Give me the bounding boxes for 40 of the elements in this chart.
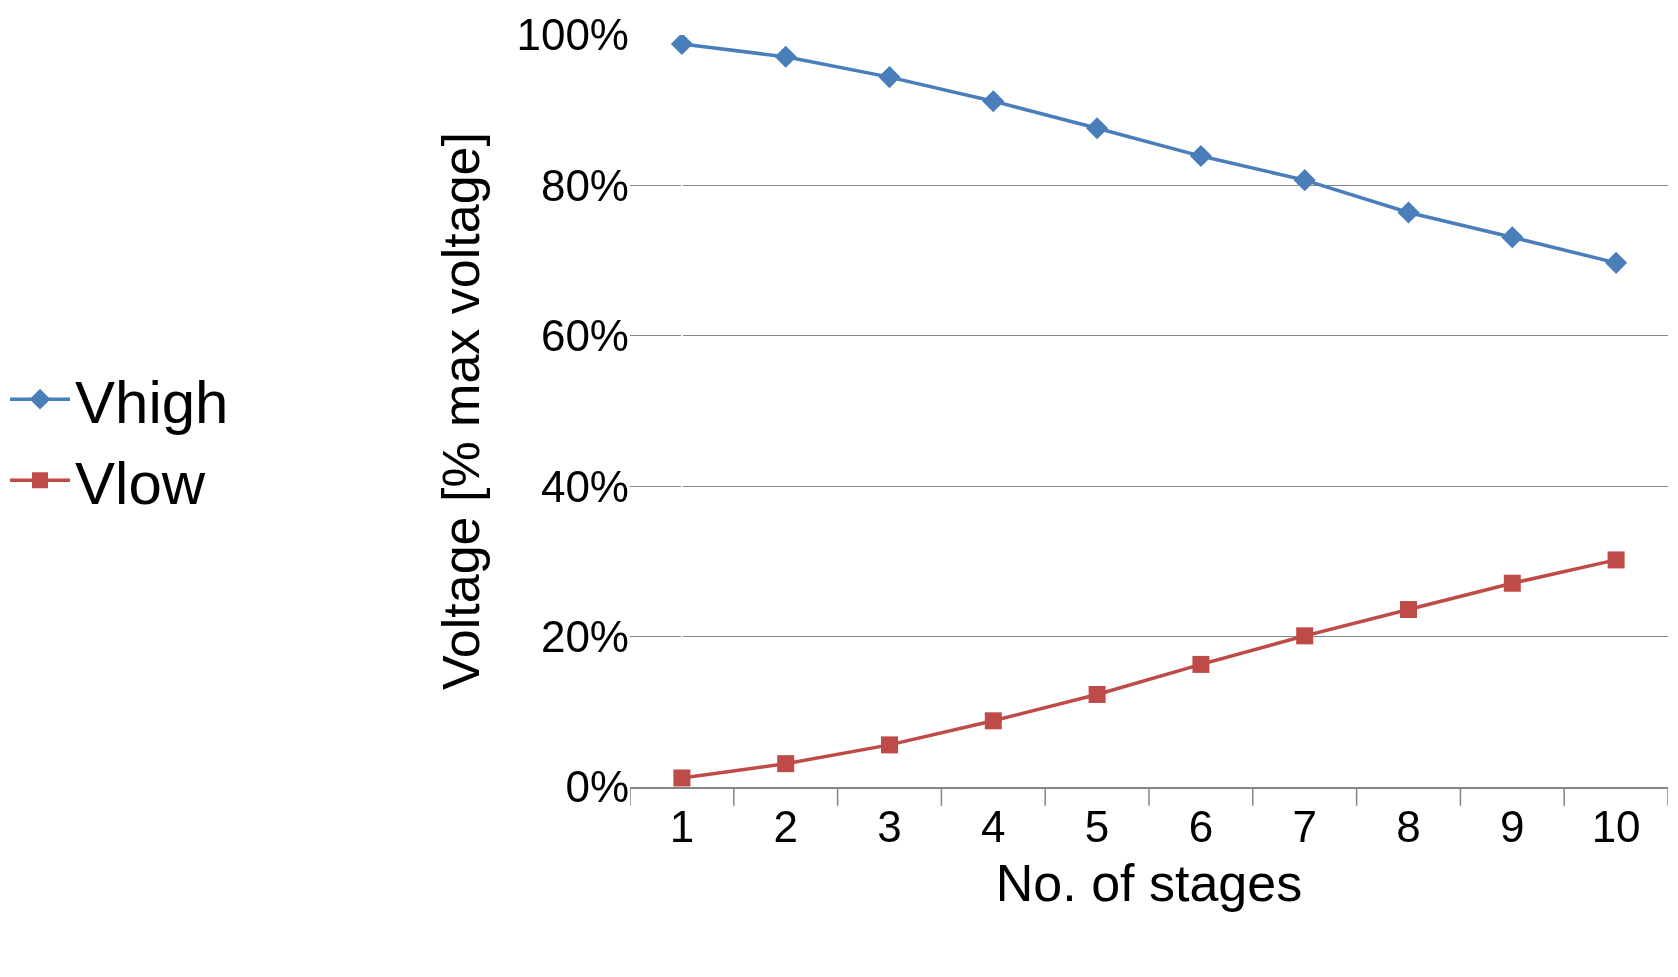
legend-label: Vhigh xyxy=(75,368,229,436)
point xyxy=(1397,201,1420,224)
x-tick-label: 9 xyxy=(1500,801,1525,851)
point xyxy=(1189,145,1212,168)
point xyxy=(673,769,691,787)
x-tick-label: 7 xyxy=(1292,801,1317,851)
x-tick-label: 5 xyxy=(1084,801,1110,851)
point xyxy=(982,90,1005,113)
point xyxy=(1400,601,1417,619)
point xyxy=(984,712,1002,730)
x-tick-label: 2 xyxy=(773,801,798,851)
y-tick-label: 40% xyxy=(540,461,629,511)
point xyxy=(1192,655,1210,673)
point xyxy=(1605,251,1628,274)
y-tick-label: 20% xyxy=(540,612,629,661)
point xyxy=(1088,686,1106,703)
point xyxy=(670,35,693,56)
x-tick-label: 1 xyxy=(669,801,695,851)
y-tick-label: 80% xyxy=(540,160,629,210)
x-tick-label: 3 xyxy=(877,801,902,851)
point xyxy=(1086,117,1109,140)
y-axis-title: Voltage [% max voltage] xyxy=(431,132,490,690)
point xyxy=(1503,574,1521,592)
x-tick-label: 10 xyxy=(1591,801,1641,851)
x-tick-label: 8 xyxy=(1396,801,1421,851)
point xyxy=(881,736,898,754)
y-tick-label: 60% xyxy=(540,311,629,361)
x-tick-label: 6 xyxy=(1188,801,1214,851)
x-axis-title: No. of stages xyxy=(995,853,1303,912)
point xyxy=(1501,226,1524,249)
y-tick-label: 0% xyxy=(565,762,629,812)
point xyxy=(1296,627,1314,645)
legend-label: Vlow xyxy=(75,449,206,517)
point xyxy=(774,45,797,68)
x-tick-label: 4 xyxy=(981,801,1006,851)
point xyxy=(1607,551,1625,569)
point xyxy=(878,66,901,89)
y-tick-label: 100% xyxy=(516,10,629,60)
point xyxy=(1293,169,1316,192)
point xyxy=(777,755,795,773)
